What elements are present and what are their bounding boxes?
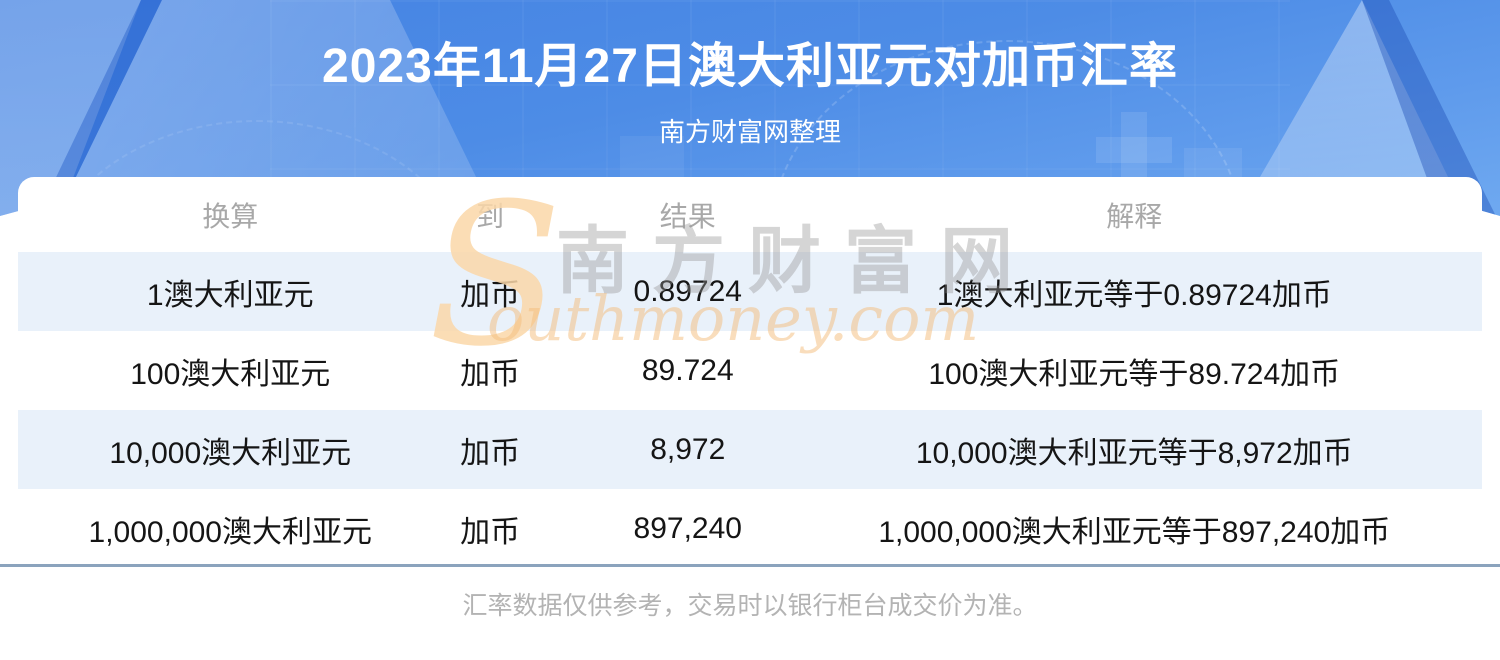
table-row: 1,000,000澳大利亚元 加币 897,240 1,000,000澳大利亚元… [18,489,1482,568]
column-header-conversion: 换算 [202,200,259,232]
table-row: 1澳大利亚元 加币 0.89724 1澳大利亚元等于0.89724加币 [18,252,1482,331]
rate-table-card: 换算 到 结果 解释 1澳大利亚元 加币 0.89724 1澳大利亚元等于0.8… [18,177,1482,568]
cell-amount: 100澳大利亚元 [130,357,331,391]
table-row: 10,000澳大利亚元 加币 8,972 10,000澳大利亚元等于8,972加… [18,410,1482,489]
cell-amount: 1澳大利亚元 [146,278,314,312]
cell-result: 89.724 [641,353,734,387]
cell-result: 0.89724 [633,274,742,308]
rate-table: 换算 到 结果 解释 1澳大利亚元 加币 0.89724 1澳大利亚元等于0.8… [18,177,1482,568]
spacer-cell [1431,177,1482,252]
page-title: 2023年11月27日澳大利亚元对加币汇率 [322,40,1178,93]
cell-amount: 10,000澳大利亚元 [109,436,352,470]
spacer-cell [1431,489,1482,568]
plus-icon [1096,112,1172,188]
table-row: 100澳大利亚元 加币 89.724 100澳大利亚元等于89.724加币 [18,331,1482,410]
cell-explanation: 10,000澳大利亚元等于8,972加币 [915,436,1353,470]
cell-amount: 1,000,000澳大利亚元 [88,515,372,549]
cell-explanation: 1,000,000澳大利亚元等于897,240加币 [878,515,1391,549]
spacer-cell [1431,252,1482,331]
cell-to-currency: 加币 [460,357,521,391]
cell-result: 8,972 [650,432,726,466]
divider [0,564,1500,567]
disclaimer-note: 汇率数据仅供参考，交易时以银行柜台成交价为准。 [462,592,1038,620]
rate-table-header: 换算 到 结果 解释 [18,177,1482,252]
cell-to-currency: 加币 [460,436,521,470]
header-row: 换算 到 结果 解释 [18,177,1482,252]
rate-table-body: 1澳大利亚元 加币 0.89724 1澳大利亚元等于0.89724加币 100澳… [18,252,1482,568]
cell-explanation: 1澳大利亚元等于0.89724加币 [936,278,1332,312]
column-header-result: 结果 [659,200,716,232]
column-header-explanation: 解释 [1106,200,1163,232]
cell-to-currency: 加币 [460,515,521,549]
page-subtitle: 南方财富网整理 [658,117,841,147]
cell-to-currency: 加币 [460,278,521,312]
spacer-cell [1431,331,1482,410]
cell-explanation: 100澳大利亚元等于89.724加币 [928,357,1341,391]
spacer-cell [1431,410,1482,489]
cell-result: 897,240 [633,511,742,545]
column-header-to: 到 [476,200,505,232]
